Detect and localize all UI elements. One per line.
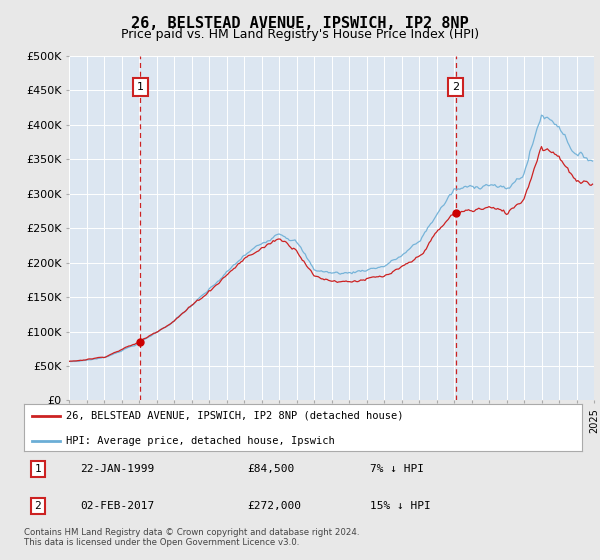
Text: HPI: Average price, detached house, Ipswich: HPI: Average price, detached house, Ipsw… (66, 436, 335, 446)
Text: 22-JAN-1999: 22-JAN-1999 (80, 464, 154, 474)
Text: £84,500: £84,500 (247, 464, 295, 474)
Text: Contains HM Land Registry data © Crown copyright and database right 2024.
This d: Contains HM Land Registry data © Crown c… (24, 528, 359, 547)
Text: 2: 2 (35, 501, 41, 511)
Text: 15% ↓ HPI: 15% ↓ HPI (370, 501, 431, 511)
Text: 26, BELSTEAD AVENUE, IPSWICH, IP2 8NP (detached house): 26, BELSTEAD AVENUE, IPSWICH, IP2 8NP (d… (66, 411, 403, 421)
Text: £272,000: £272,000 (247, 501, 301, 511)
Text: 2: 2 (452, 82, 459, 92)
Text: 1: 1 (137, 82, 144, 92)
Text: 7% ↓ HPI: 7% ↓ HPI (370, 464, 424, 474)
Text: 1: 1 (35, 464, 41, 474)
Text: 26, BELSTEAD AVENUE, IPSWICH, IP2 8NP: 26, BELSTEAD AVENUE, IPSWICH, IP2 8NP (131, 16, 469, 31)
Text: Price paid vs. HM Land Registry's House Price Index (HPI): Price paid vs. HM Land Registry's House … (121, 28, 479, 41)
Text: 02-FEB-2017: 02-FEB-2017 (80, 501, 154, 511)
